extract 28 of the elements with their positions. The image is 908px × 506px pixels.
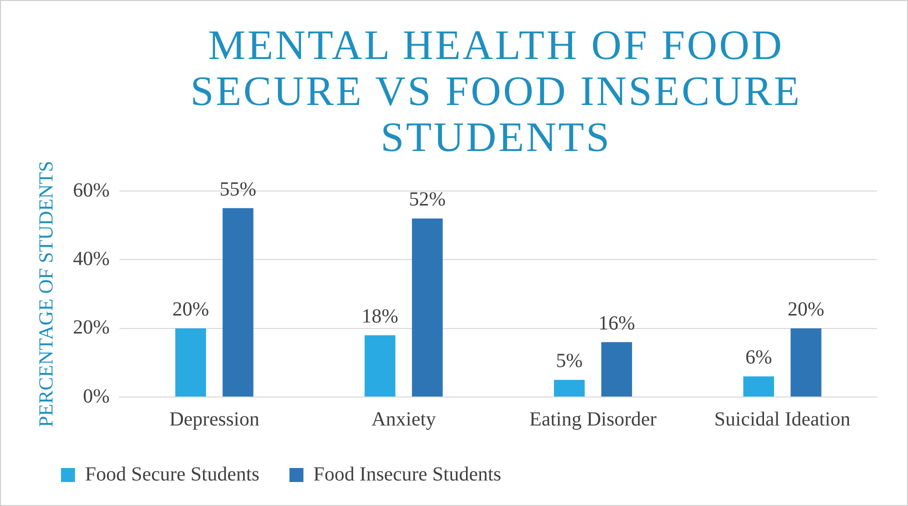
bar [743, 376, 774, 396]
bar [412, 218, 443, 396]
data-label: 16% [598, 312, 635, 334]
data-label: 18% [362, 305, 398, 328]
y-tick-label: 20% [72, 316, 110, 339]
y-tick-label: 40% [72, 248, 110, 270]
x-tick-label: Anxiety [371, 408, 436, 430]
bar [364, 335, 396, 396]
data-label: 5% [556, 350, 583, 372]
legend-label: Food Secure Students [85, 463, 260, 486]
bar [175, 328, 206, 396]
x-tick-label: Depression [169, 408, 260, 430]
data-label: 6% [745, 346, 772, 369]
data-label: 55% [220, 178, 256, 200]
chart-title: MENTAL HEALTH OF FOOD SECURE VS FOOD INSECURE STUDENTS [189, 23, 803, 161]
data-label: 20% [788, 298, 824, 321]
y-tick-label: 60% [72, 179, 110, 202]
y-axis-title: PERCENTAGE OF STUDENTS [35, 160, 58, 428]
x-tick-label: Suicidal Ideation [714, 408, 850, 430]
bar [601, 342, 632, 396]
y-tick-label: 0% [82, 385, 110, 408]
bar [554, 380, 585, 396]
x-tick-label: Eating Disorder [529, 408, 657, 430]
data-label: 20% [172, 298, 209, 321]
bar [790, 328, 822, 396]
bar [222, 208, 254, 396]
legend-label: Food Insecure Students [313, 463, 502, 486]
data-label: 52% [408, 188, 446, 211]
